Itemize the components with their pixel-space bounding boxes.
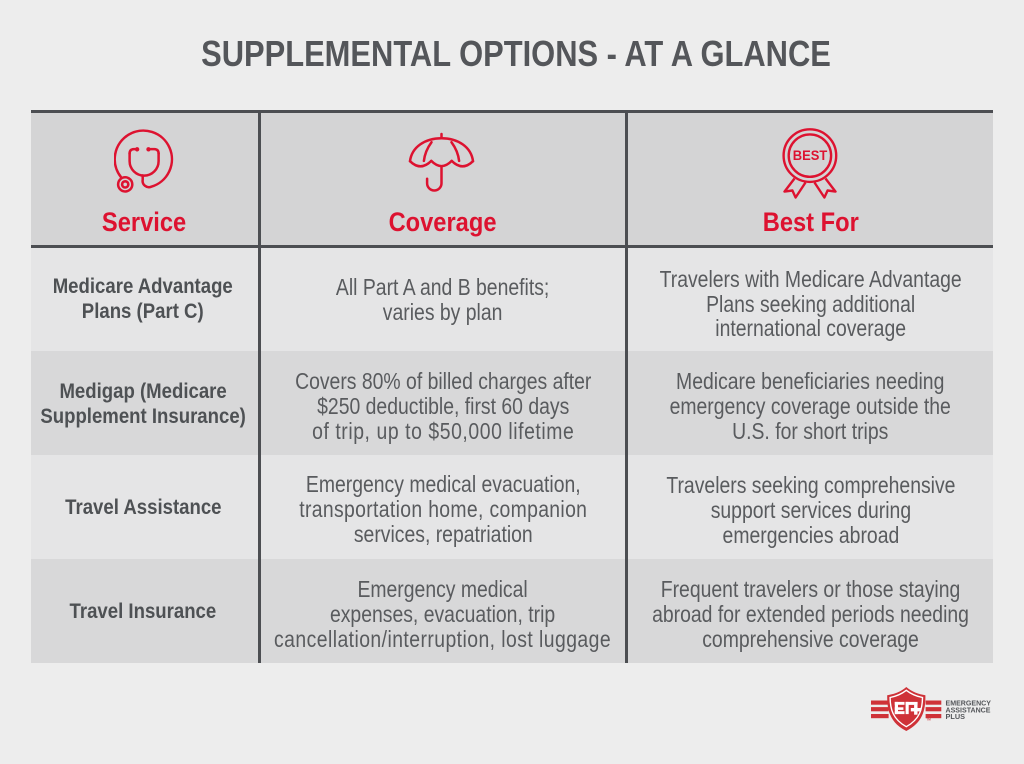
svg-text:BEST: BEST [793, 148, 828, 163]
svg-text:EMERGENCY: EMERGENCY [946, 699, 992, 708]
svg-text:ASSISTANCE: ASSISTANCE [946, 706, 991, 715]
svg-text:PLUS: PLUS [946, 712, 966, 721]
svg-text:TM: TM [926, 718, 931, 722]
